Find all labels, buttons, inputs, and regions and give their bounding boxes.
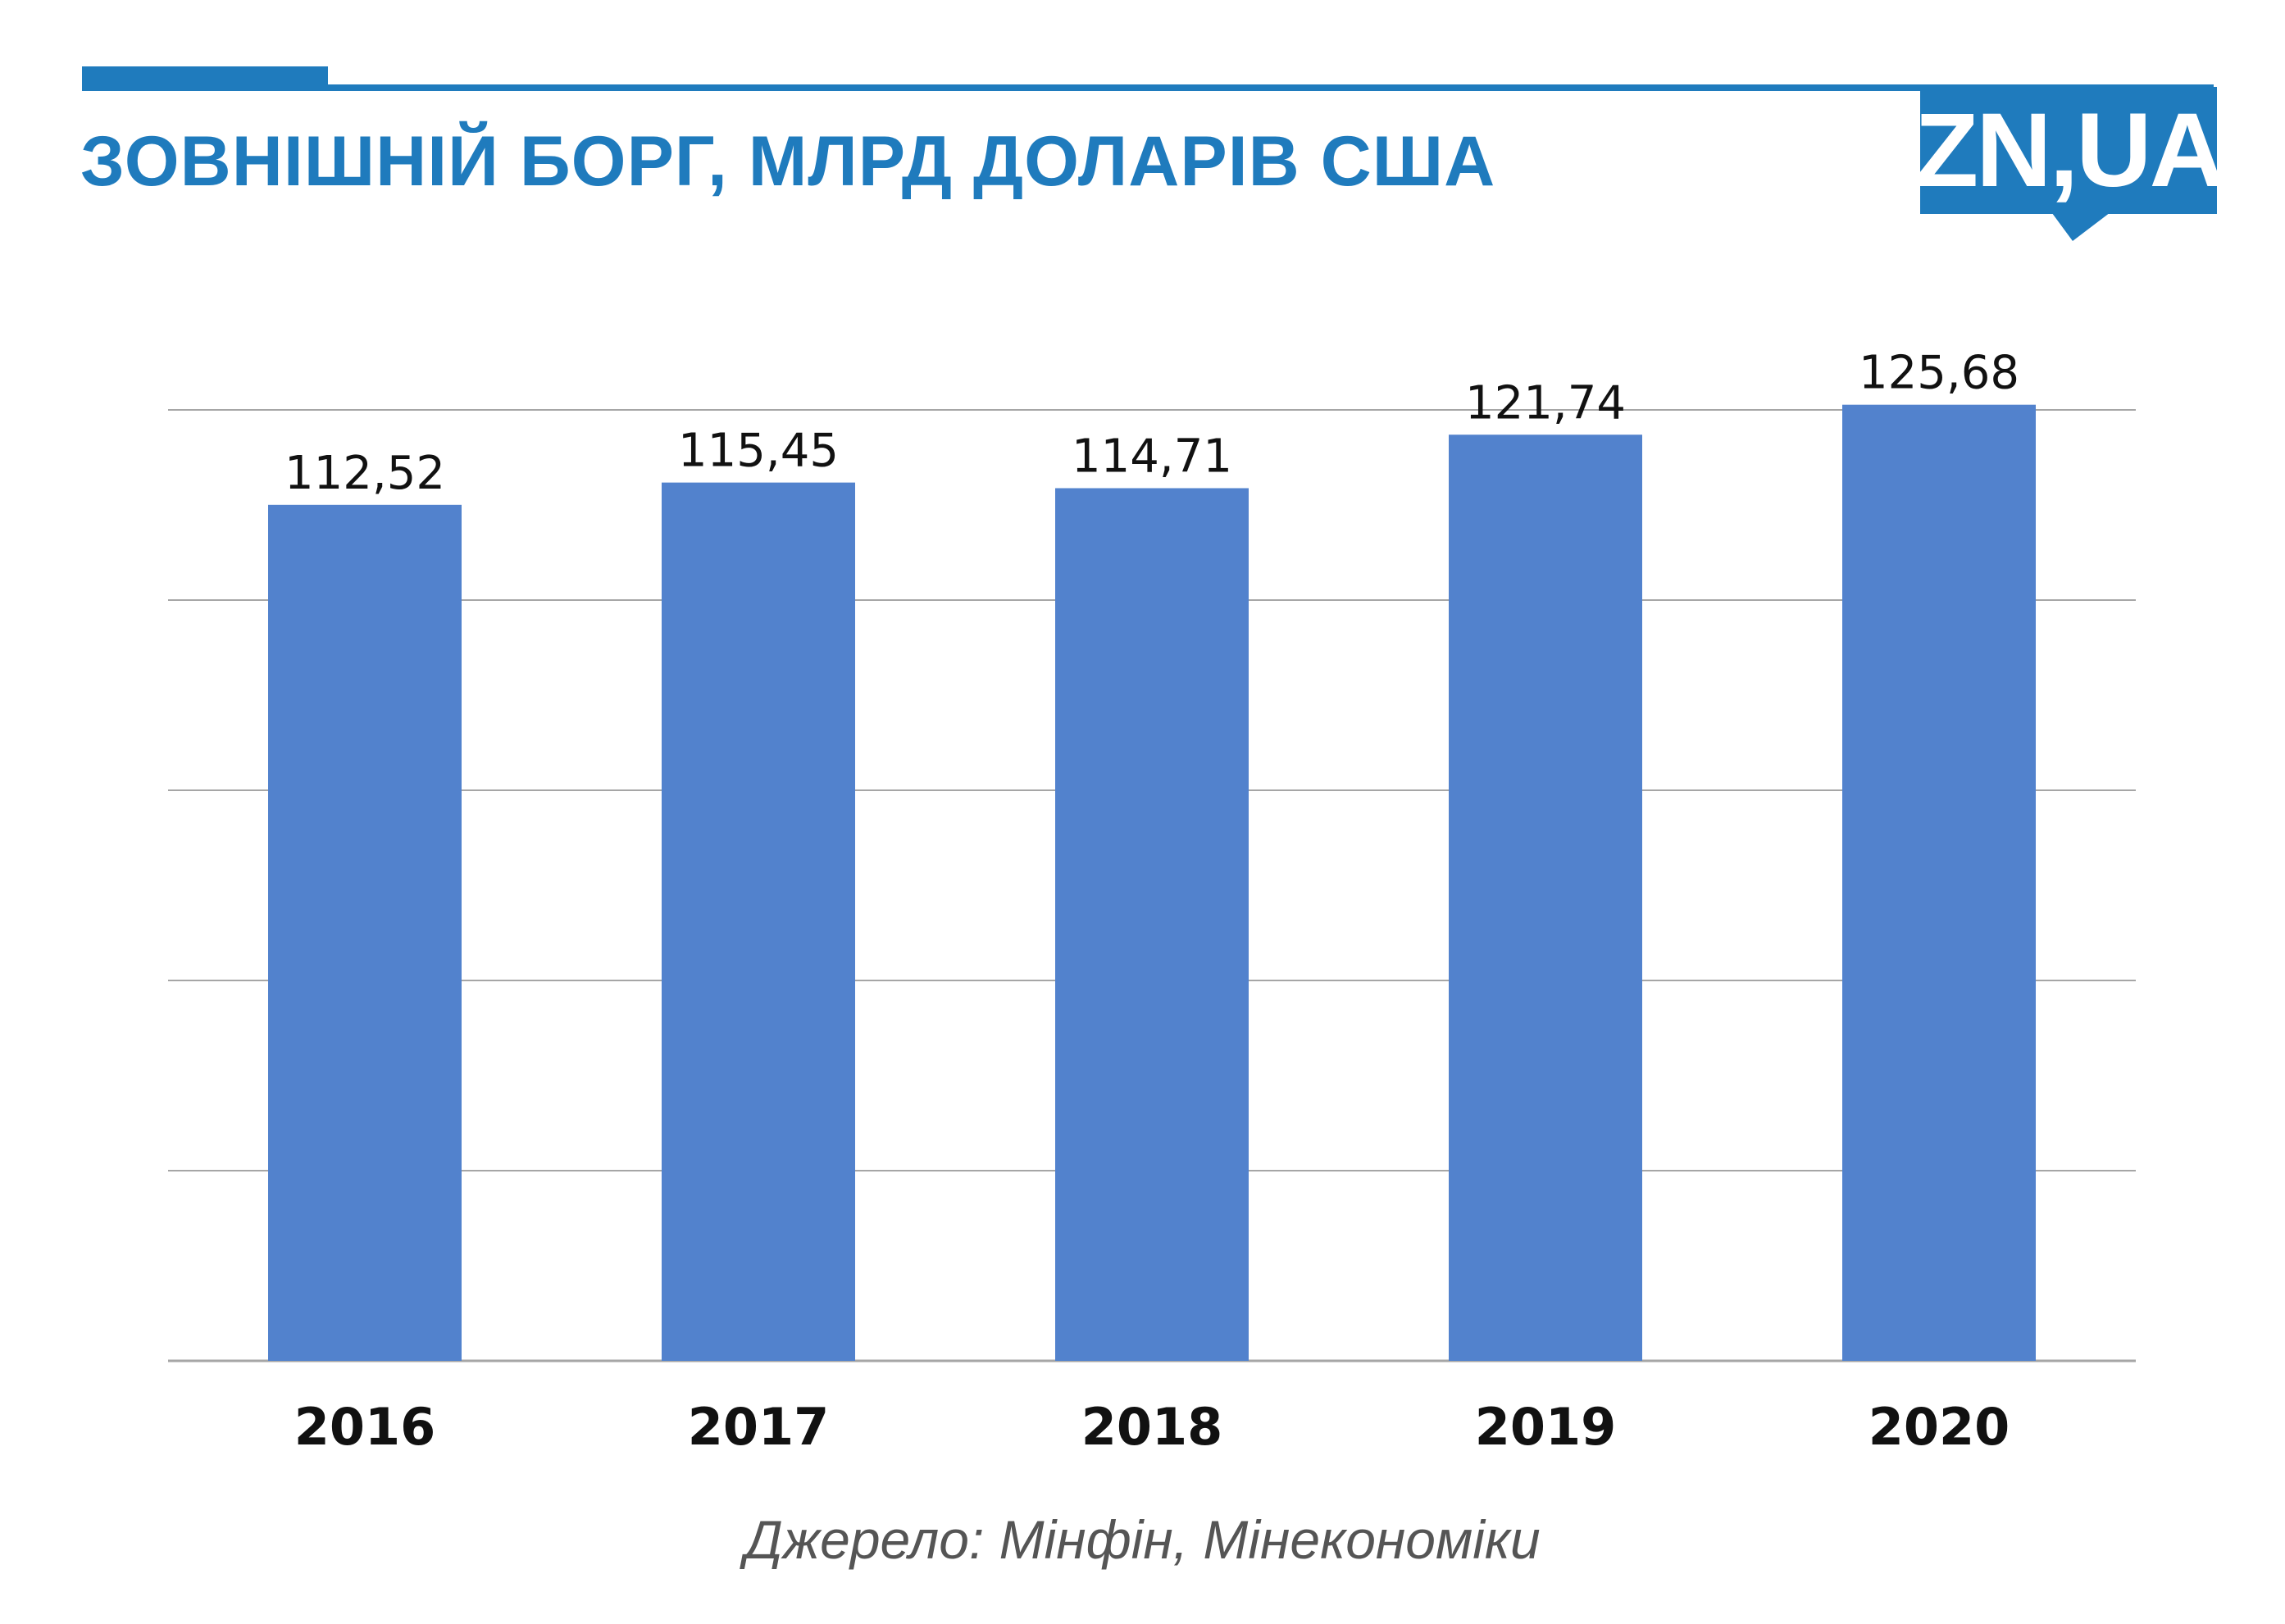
x-tick-label-2018: 2018 bbox=[1081, 1397, 1223, 1457]
value-label-2017: 115,45 bbox=[678, 425, 839, 478]
bar-2019 bbox=[1449, 434, 1642, 1361]
x-tick-label-2016: 2016 bbox=[294, 1397, 436, 1457]
bar-2017 bbox=[662, 482, 855, 1361]
logo-text: ZN,UA bbox=[1914, 92, 2225, 209]
speech-bubble-tail-icon bbox=[2050, 210, 2114, 241]
source-note: Джерело: Мінфін, Мінекономіки bbox=[744, 1509, 1541, 1570]
header-rule bbox=[82, 84, 2214, 91]
bar-2020 bbox=[1842, 404, 2036, 1362]
x-tick-label-2019: 2019 bbox=[1475, 1397, 1617, 1457]
value-label-2016: 112,52 bbox=[284, 447, 445, 500]
x-tick-label-2020: 2020 bbox=[1869, 1397, 2010, 1457]
bar-2018 bbox=[1055, 488, 1249, 1361]
bar-2016 bbox=[268, 504, 462, 1361]
bars bbox=[268, 404, 2036, 1362]
value-label-2018: 114,71 bbox=[1072, 430, 1232, 483]
x-axis-labels: 2016 2017 2018 2019 2020 bbox=[294, 1397, 2010, 1457]
value-label-2019: 121,74 bbox=[1465, 376, 1626, 430]
chart-title: ЗОВНІШНІЙ БОРГ, МЛРД ДОЛАРІВ США bbox=[80, 122, 1496, 201]
zn-ua-logo[interactable]: ZN,UA bbox=[1914, 87, 2225, 241]
x-tick-label-2017: 2017 bbox=[688, 1397, 830, 1457]
header-accent-bar bbox=[82, 66, 328, 87]
value-label-2020: 125,68 bbox=[1859, 347, 2019, 400]
value-labels: 112,52 115,45 114,71 121,74 125,68 bbox=[284, 347, 2019, 500]
